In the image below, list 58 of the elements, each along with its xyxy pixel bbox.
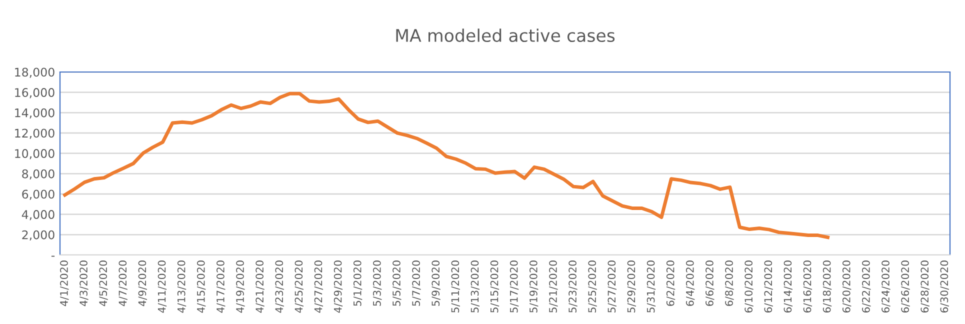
x-tick-label: 6/2/2020 bbox=[666, 260, 676, 306]
x-tick-label: 6/6/2020 bbox=[706, 260, 714, 306]
x-tick-label: 5/19/2020 bbox=[529, 260, 538, 312]
y-tick-label: 4,000 bbox=[22, 210, 54, 220]
y-tick-label: 16,000 bbox=[15, 88, 54, 98]
y-tick-label: 10,000 bbox=[15, 149, 54, 160]
x-tick-label: 6/28/2020 bbox=[920, 260, 930, 313]
x-tick-label: 4/19/2020 bbox=[236, 260, 245, 313]
y-tick-label: 12,000 bbox=[15, 128, 54, 139]
x-tick-label: 6/16/2020 bbox=[803, 260, 812, 313]
x-tick-label: 5/5/2020 bbox=[392, 260, 402, 306]
x-tick-label: 5/21/2020 bbox=[549, 260, 558, 312]
x-tick-label: 5/1/2020 bbox=[353, 260, 362, 306]
x-tick-label: 4/3/2020 bbox=[80, 260, 88, 306]
x-tick-label: 6/14/2020 bbox=[784, 260, 792, 313]
y-tick-label: 18,000 bbox=[15, 68, 54, 78]
x-tick-label: 5/9/2020 bbox=[432, 260, 440, 306]
chart-title: MA modeled active cases bbox=[396, 28, 615, 42]
x-tick-label: 4/15/2020 bbox=[196, 260, 206, 313]
x-tick-label: 4/29/2020 bbox=[334, 260, 343, 313]
x-tick-label: 6/30/2020 bbox=[940, 260, 949, 313]
x-tick-label: 4/5/2020 bbox=[99, 260, 108, 306]
x-tick-label: 4/9/2020 bbox=[138, 260, 147, 306]
y-tick-label: - bbox=[51, 256, 55, 257]
x-tick-label: 6/20/2020 bbox=[842, 260, 852, 313]
x-tick-label: 4/17/2020 bbox=[216, 260, 226, 313]
x-tick-label: 4/21/2020 bbox=[256, 260, 264, 313]
x-tick-label: 5/17/2020 bbox=[510, 260, 519, 312]
line-series bbox=[63, 92, 830, 240]
y-tick-label: 14,000 bbox=[15, 108, 54, 119]
y-tick-label: 6,000 bbox=[22, 190, 54, 200]
x-tick-label: 6/18/2020 bbox=[822, 260, 832, 313]
x-tick-label: 6/4/2020 bbox=[686, 260, 695, 306]
x-tick-label: 5/7/2020 bbox=[412, 260, 421, 306]
x-tick-label: 6/10/2020 bbox=[744, 260, 754, 313]
y-tick-label: 8,000 bbox=[22, 169, 54, 180]
x-tick-label: 4/7/2020 bbox=[118, 260, 128, 306]
x-tick-label: 6/12/2020 bbox=[764, 260, 773, 313]
x-tick-label: 4/27/2020 bbox=[314, 260, 324, 313]
x-tick-label: 4/23/2020 bbox=[275, 260, 284, 313]
x-tick-label: 6/22/2020 bbox=[862, 260, 871, 313]
y-tick-label: 2,000 bbox=[22, 230, 54, 241]
x-tick-label: 4/11/2020 bbox=[158, 260, 167, 313]
x-tick-label: 6/24/2020 bbox=[882, 260, 890, 313]
x-tick-label: 5/27/2020 bbox=[608, 260, 616, 312]
x-tick-label: 4/25/2020 bbox=[294, 260, 304, 313]
x-tick-label: 5/31/2020 bbox=[646, 260, 656, 312]
x-tick-label: 5/25/2020 bbox=[588, 260, 597, 312]
x-tick-label: 6/8/2020 bbox=[725, 260, 734, 306]
x-tick-label: 5/23/2020 bbox=[568, 260, 578, 312]
x-tick-label: 6/26/2020 bbox=[901, 260, 910, 313]
x-tick-label: 5/11/2020 bbox=[451, 260, 460, 312]
x-tick-label: 5/3/2020 bbox=[373, 260, 382, 306]
x-tick-label: 5/15/2020 bbox=[490, 260, 500, 312]
x-tick-label: 4/13/2020 bbox=[177, 260, 186, 313]
x-tick-label: 5/29/2020 bbox=[627, 260, 636, 312]
x-tick-label: 5/13/2020 bbox=[470, 260, 480, 312]
x-tick-label: 4/1/2020 bbox=[60, 260, 69, 306]
